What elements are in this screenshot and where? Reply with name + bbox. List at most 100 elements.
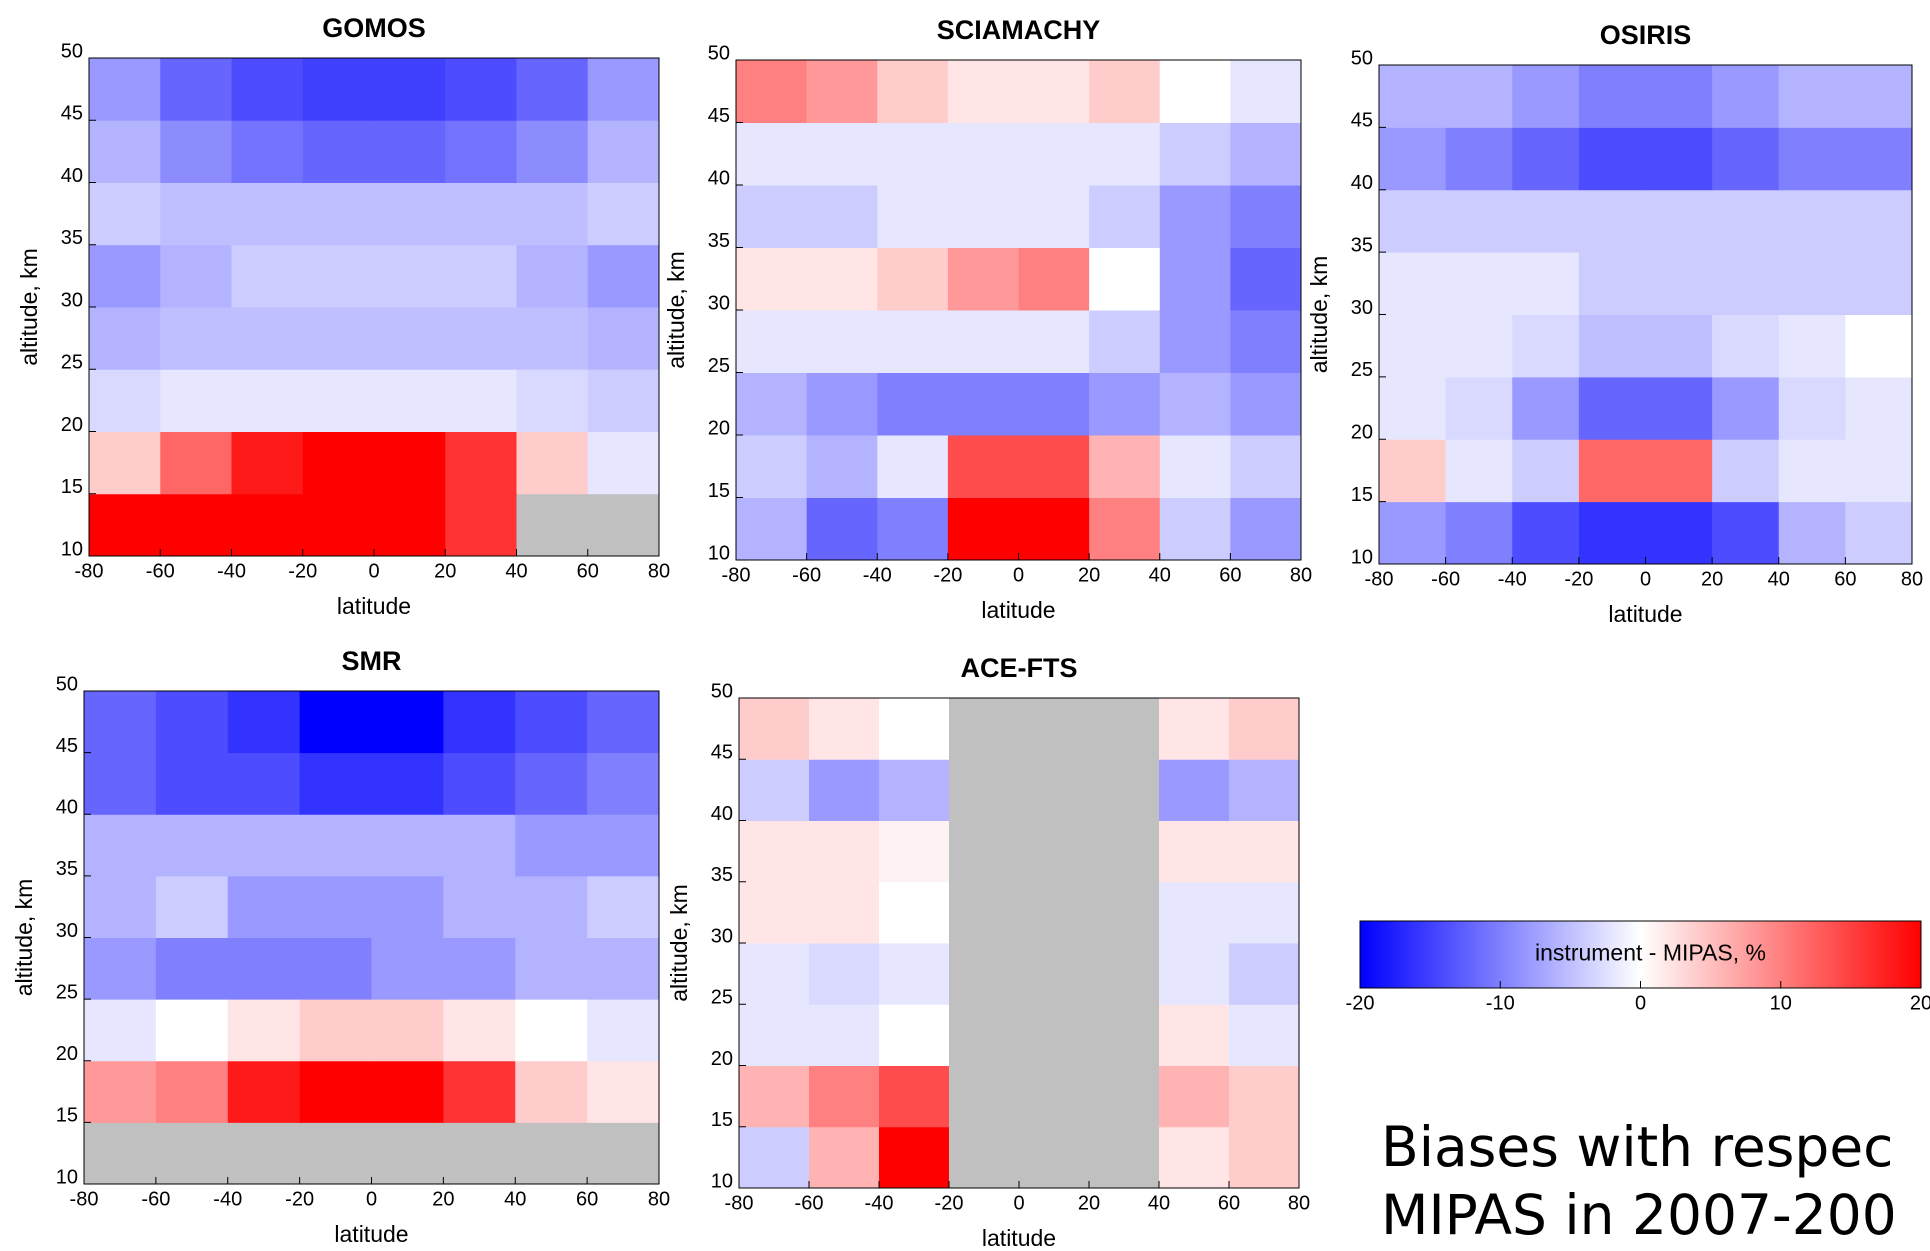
cell xyxy=(231,369,304,432)
cell xyxy=(1379,376,1447,440)
cell xyxy=(739,943,810,1005)
cell xyxy=(1778,252,1846,315)
cell xyxy=(160,182,232,246)
cell xyxy=(1845,189,1912,253)
cell xyxy=(1159,60,1231,123)
colorbar-tick-label: 0 xyxy=(1635,992,1646,1014)
cell xyxy=(1645,252,1713,315)
chart-title: GOMOS xyxy=(322,13,426,43)
cell xyxy=(155,1060,229,1123)
cell xyxy=(1089,881,1160,944)
cell xyxy=(736,247,808,311)
y-tick-label: 50 xyxy=(1351,47,1373,69)
cell xyxy=(231,182,304,246)
cell xyxy=(587,752,659,815)
cell xyxy=(587,937,659,1000)
y-tick-label: 15 xyxy=(708,480,730,502)
y-tick-label: 50 xyxy=(56,673,78,695)
colorbar-tick-label: -10 xyxy=(1486,992,1515,1014)
cell xyxy=(1230,122,1301,186)
y-tick-label: 10 xyxy=(708,542,730,564)
cell xyxy=(227,752,301,815)
cell xyxy=(302,369,375,432)
x-axis-label: latitude xyxy=(337,593,411,619)
x-tick-label: 40 xyxy=(505,560,527,582)
cell xyxy=(1089,372,1161,436)
x-tick-label: -40 xyxy=(217,560,246,582)
cell xyxy=(947,122,1019,186)
x-tick-label: 40 xyxy=(504,1188,526,1210)
cell xyxy=(1645,376,1713,440)
cell xyxy=(89,58,161,121)
cell xyxy=(371,999,444,1062)
cell xyxy=(739,820,810,883)
cell xyxy=(1379,252,1447,315)
heatmap-cells xyxy=(84,691,659,1184)
cell xyxy=(1018,497,1090,560)
cell xyxy=(302,182,375,246)
cell xyxy=(155,937,229,1000)
cell xyxy=(302,244,375,308)
cell xyxy=(227,1122,301,1184)
heatmap-cells xyxy=(736,60,1301,560)
cell xyxy=(1445,252,1513,315)
cell xyxy=(1159,372,1231,436)
y-tick-label: 35 xyxy=(56,858,78,880)
cell xyxy=(1159,310,1231,373)
y-tick-label: 40 xyxy=(1351,172,1373,194)
x-tick-label: 20 xyxy=(1701,568,1723,590)
cell xyxy=(1018,372,1090,436)
cell xyxy=(587,493,659,556)
cell xyxy=(227,875,301,938)
y-tick-label: 20 xyxy=(711,1048,733,1070)
x-tick-label: 0 xyxy=(1640,568,1651,590)
colorbar-tick-label: 20 xyxy=(1910,992,1930,1014)
cell xyxy=(739,759,810,821)
cell xyxy=(374,493,446,556)
cell xyxy=(371,691,444,754)
cell xyxy=(1445,127,1513,191)
cell xyxy=(877,247,949,311)
cell xyxy=(1230,372,1301,436)
cell xyxy=(299,999,372,1062)
x-tick-label: -40 xyxy=(213,1188,242,1210)
chart-title: SCIAMACHY xyxy=(937,15,1101,45)
cell xyxy=(299,752,372,815)
y-tick-label: 10 xyxy=(61,538,83,560)
cell xyxy=(371,752,444,815)
cell xyxy=(299,1122,372,1184)
cell xyxy=(443,814,516,877)
y-axis-label: altitude, km xyxy=(663,251,689,369)
cell xyxy=(374,307,446,370)
cell xyxy=(1229,1065,1299,1128)
cell xyxy=(809,698,880,760)
cell xyxy=(949,759,1020,821)
cell xyxy=(155,999,229,1062)
cell xyxy=(227,1060,301,1123)
y-tick-label: 45 xyxy=(711,742,733,764)
cell xyxy=(587,182,659,246)
cell xyxy=(89,307,161,370)
cell xyxy=(515,875,588,938)
y-tick-label: 30 xyxy=(1351,297,1373,319)
heatmap-cells xyxy=(1379,65,1912,564)
x-tick-label: -20 xyxy=(933,564,962,586)
cell xyxy=(947,185,1019,248)
cell xyxy=(947,60,1019,123)
y-tick-label: 20 xyxy=(61,414,83,436)
cell xyxy=(1578,376,1646,440)
y-tick-label: 35 xyxy=(1351,234,1373,256)
cell xyxy=(1159,122,1231,186)
y-tick-label: 30 xyxy=(711,925,733,947)
cell xyxy=(1089,820,1160,883)
x-axis-label: latitude xyxy=(334,1221,408,1247)
cell xyxy=(1445,501,1513,564)
x-tick-label: -80 xyxy=(75,560,104,582)
x-tick-label: 0 xyxy=(366,1188,377,1210)
cell xyxy=(1845,314,1912,378)
cell xyxy=(515,937,588,1000)
cell xyxy=(1019,759,1090,821)
cell xyxy=(1089,759,1160,821)
cell xyxy=(1778,189,1846,253)
